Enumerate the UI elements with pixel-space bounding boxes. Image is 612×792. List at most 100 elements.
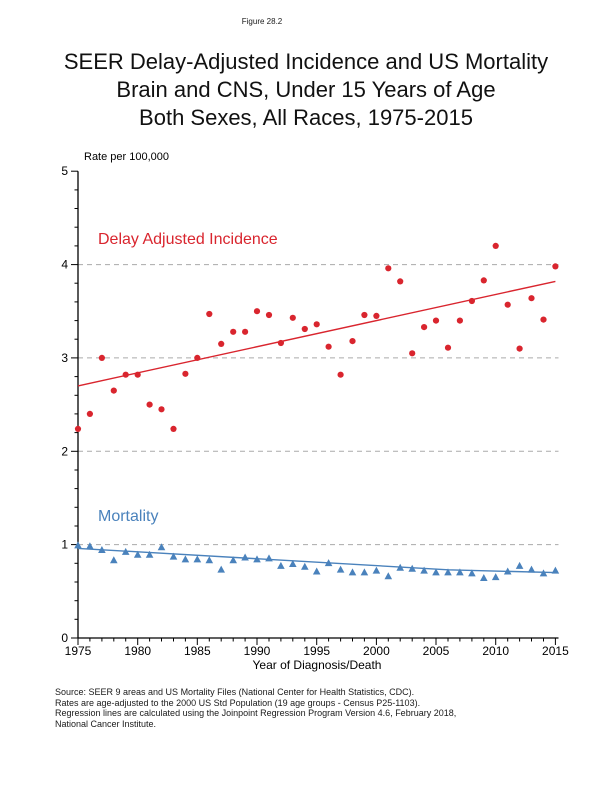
- incidence-point: [516, 345, 523, 352]
- source-note-line-4: National Cancer Institute.: [55, 718, 157, 729]
- y-gridlines: [78, 264, 559, 546]
- incidence-point: [74, 425, 82, 432]
- incidence-point: [182, 370, 189, 377]
- mortality-point: [133, 550, 142, 558]
- source-note: Source: SEER 9 areas and US Mortality Fi…: [55, 687, 575, 729]
- mortality-point: [503, 567, 512, 575]
- svg-text:2010: 2010: [482, 644, 509, 658]
- svg-text:1990: 1990: [244, 644, 271, 658]
- incidence-point: [325, 343, 332, 350]
- mortality-points: [74, 541, 560, 581]
- incidence-point: [468, 297, 475, 305]
- y-axis-label: Rate per 100,000: [84, 151, 170, 163]
- incidence-point: [444, 344, 452, 351]
- svg-text:1980: 1980: [124, 644, 151, 658]
- incidence-point: [409, 350, 416, 357]
- figure-label: Figure 28.2: [241, 17, 283, 26]
- incidence-series-label: Delay Adjusted Incidence: [98, 231, 278, 248]
- mortality-point: [468, 569, 476, 577]
- incidence-point: [206, 310, 213, 318]
- mortality-point: [372, 566, 381, 574]
- mortality-point: [253, 555, 261, 563]
- source-note-line-2: Rates are age-adjusted to the 2000 US St…: [55, 697, 421, 708]
- svg-text:2: 2: [61, 444, 68, 458]
- mortality-point: [384, 572, 393, 580]
- mortality-point: [229, 556, 237, 564]
- mortality-point: [277, 561, 285, 569]
- mortality-point: [420, 566, 428, 574]
- mortality-point: [456, 568, 464, 576]
- y-tick-labels: 0 1 2 3 4 5: [61, 164, 68, 645]
- incidence-point: [242, 328, 249, 335]
- mortality-point: [193, 555, 202, 563]
- incidence-point: [397, 278, 404, 285]
- incidence-point: [504, 301, 511, 308]
- mortality-series-label: Mortality: [98, 508, 159, 525]
- incidence-point: [134, 371, 141, 378]
- mortality-point: [312, 567, 321, 575]
- incidence-point: [337, 371, 344, 378]
- mortality-point: [74, 541, 82, 549]
- mortality-point: [324, 559, 333, 567]
- mortality-point: [265, 554, 273, 562]
- svg-text:1985: 1985: [184, 644, 211, 658]
- mortality-point: [551, 566, 560, 574]
- svg-text:1995: 1995: [303, 644, 330, 658]
- mortality-point: [205, 556, 214, 564]
- svg-text:1975: 1975: [65, 644, 92, 658]
- svg-text:4: 4: [61, 258, 68, 272]
- mortality-point: [301, 562, 309, 570]
- incidence-point: [98, 354, 105, 361]
- incidence-point: [349, 338, 356, 345]
- incidence-point: [110, 387, 117, 394]
- incidence-point: [528, 295, 535, 302]
- title-line-3: Both Sexes, All Races, 1975-2015: [139, 105, 473, 130]
- svg-text:0: 0: [61, 631, 68, 645]
- mortality-point: [241, 553, 249, 561]
- mortality-point: [157, 543, 166, 551]
- mortality-point: [444, 568, 452, 576]
- mortality-point: [539, 569, 548, 577]
- incidence-point: [492, 242, 499, 249]
- title-line-2: Brain and CNS, Under 15 Years of Age: [116, 77, 496, 102]
- svg-text:3: 3: [61, 351, 68, 365]
- incidence-point: [361, 311, 368, 319]
- mortality-point: [86, 542, 94, 550]
- incidence-point: [122, 371, 129, 378]
- mortality-point: [396, 563, 404, 571]
- mortality-point: [289, 560, 297, 567]
- incidence-point: [253, 308, 261, 315]
- incidence-point: [277, 339, 284, 347]
- mortality-point: [336, 565, 345, 573]
- mortality-point: [98, 546, 106, 553]
- incidence-point: [385, 265, 392, 272]
- svg-text:2015: 2015: [542, 644, 569, 658]
- mortality-point: [217, 565, 225, 573]
- source-note-line-1: Source: SEER 9 areas and US Mortality Fi…: [55, 687, 415, 697]
- incidence-point: [456, 317, 463, 324]
- incidence-point: [540, 316, 547, 323]
- incidence-point: [313, 321, 320, 328]
- axes: [71, 170, 559, 645]
- mortality-point: [491, 573, 500, 581]
- incidence-point: [158, 406, 165, 413]
- incidence-point: [170, 425, 177, 432]
- mortality-point: [110, 556, 118, 564]
- svg-text:5: 5: [61, 164, 68, 178]
- incidence-point: [194, 354, 201, 361]
- page-title: SEER Delay-Adjusted Incidence and US Mor…: [0, 48, 612, 132]
- mortality-point: [515, 561, 524, 569]
- svg-text:1: 1: [61, 538, 68, 552]
- svg-text:2005: 2005: [423, 644, 450, 658]
- incidence-point: [265, 311, 273, 319]
- incidence-point: [421, 324, 428, 331]
- mortality-point: [348, 568, 357, 576]
- incidence-point: [289, 314, 296, 321]
- incidence-point: [552, 263, 559, 270]
- x-tick-labels: 1975 1980 1985 1990 1995 2000 2005 2010 2015: [65, 644, 569, 658]
- incidence-point: [301, 325, 308, 333]
- incidence-point: [230, 328, 237, 335]
- incidence-point: [218, 340, 225, 347]
